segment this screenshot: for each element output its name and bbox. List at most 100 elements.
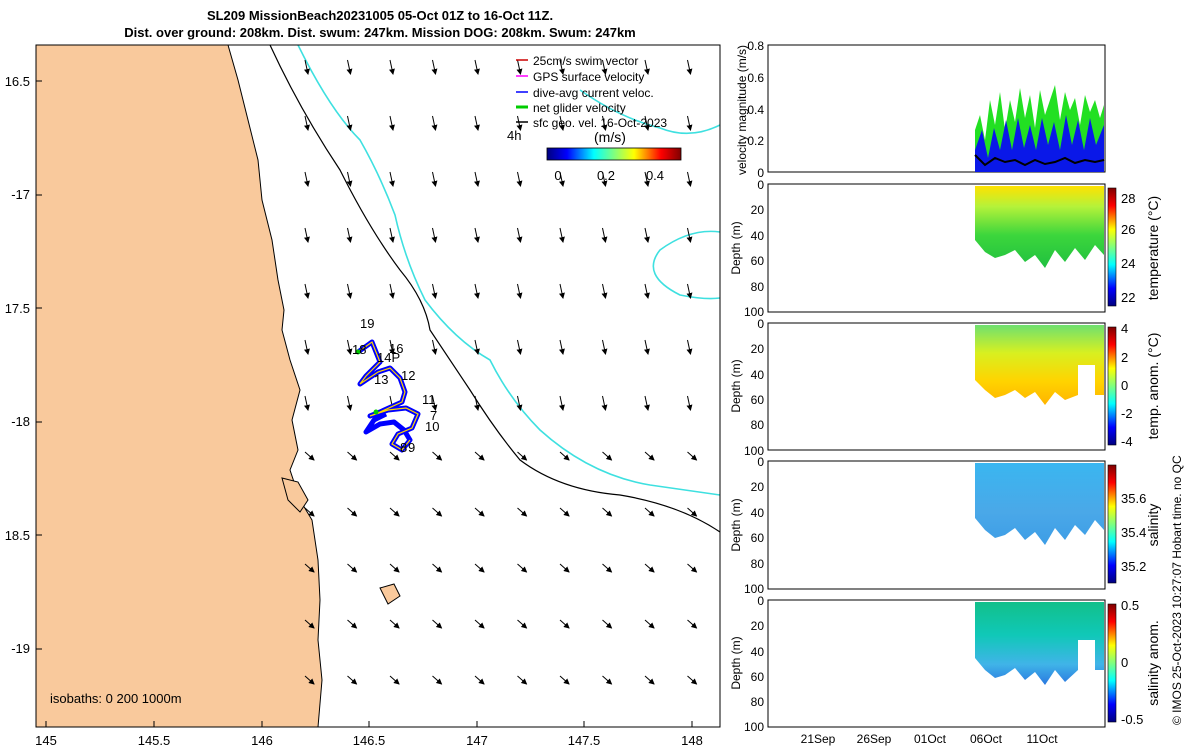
colorbar-tick-2: 0.4 xyxy=(646,168,664,183)
velocity-arrow xyxy=(601,395,608,411)
waypoint-16: 16 xyxy=(389,341,403,356)
velocity-arrow xyxy=(431,283,438,299)
temp-ytick-100: 100 xyxy=(744,305,764,319)
temp-cbtick-24: 24 xyxy=(1121,256,1135,271)
velocity-arrow xyxy=(559,451,570,461)
lon-tick-3: 146 xyxy=(251,733,273,748)
legend-sfc-geo: sfc geo. vel. 16-Oct-2023 xyxy=(533,116,667,130)
velocity-arrow xyxy=(432,563,443,573)
sanom-colorbar xyxy=(1107,603,1117,723)
velocity-arrow xyxy=(432,619,443,629)
velocity-arrow xyxy=(602,563,613,573)
velocity-arrow xyxy=(644,675,655,685)
vel-ytick-0.6: 0.6 xyxy=(747,71,764,85)
sanom-ytick-80: 80 xyxy=(751,695,765,709)
velocity-arrow xyxy=(346,283,353,299)
isobaths-label: isobaths: 0 200 1000m xyxy=(50,691,182,706)
waypoint-9: 9 xyxy=(408,440,415,455)
velocity-arrow xyxy=(304,563,315,573)
velocity-arrow xyxy=(346,227,353,243)
land-coastline xyxy=(36,45,323,727)
velocity-arrow xyxy=(516,59,523,75)
velocity-arrow xyxy=(602,451,613,461)
salinity-section xyxy=(975,463,1104,545)
lon-tick-5: 147 xyxy=(466,733,488,748)
velocity-arrow xyxy=(304,59,310,75)
temp-ylabel: Depth (m) xyxy=(729,221,743,274)
velocity-arrow xyxy=(389,563,400,573)
velocity-arrow xyxy=(474,283,480,299)
sanom-cbtick-0: 0 xyxy=(1121,655,1128,670)
velocity-arrow xyxy=(304,339,310,355)
velocity-arrow xyxy=(516,395,523,411)
velocity-arrow xyxy=(516,283,523,299)
velocity-arrow xyxy=(389,115,395,131)
velocity-arrow xyxy=(474,339,480,355)
velocity-arrow xyxy=(431,115,438,131)
sal-ytick-60: 60 xyxy=(751,531,765,545)
velocity-arrow xyxy=(516,227,523,243)
velocity-arrow xyxy=(644,59,650,75)
sal-cbtick-35.4: 35.4 xyxy=(1121,525,1146,540)
xtick-26sep: 26Sep xyxy=(857,732,892,746)
lat-tick-4: -18 xyxy=(11,414,30,429)
tanom-cbtick-m4: -4 xyxy=(1121,434,1133,449)
velocity-arrow xyxy=(559,619,570,629)
vel-ytick-0.4: 0.4 xyxy=(747,103,764,117)
velocity-arrow xyxy=(516,115,523,131)
velocity-arrow xyxy=(687,451,698,461)
velocity-arrow xyxy=(686,171,693,187)
velocity-arrow xyxy=(346,171,353,187)
waypoint-13: 13 xyxy=(374,372,388,387)
surface-velocity-arrows xyxy=(304,59,698,685)
sal-colorbar xyxy=(1107,464,1117,584)
velocity-arrow xyxy=(601,283,608,299)
velocity-arrow xyxy=(602,675,613,685)
velocity-arrow xyxy=(517,619,528,629)
velocity-panel: 0.8 0.6 0.4 0.2 0 velocity magnitude (m/… xyxy=(735,39,1106,180)
isobath-200 xyxy=(297,45,720,496)
waypoint-10: 10 xyxy=(425,419,439,434)
map-legend: 25cm/s swim vector GPS surface velocity … xyxy=(516,54,667,130)
tanom-ytick-0: 0 xyxy=(757,317,764,331)
velocity-arrow xyxy=(686,227,693,243)
velocity-arrow xyxy=(432,507,443,517)
temp-cbtick-28: 28 xyxy=(1121,191,1135,206)
velocity-arrow xyxy=(432,675,443,685)
sanom-cb-label: salinity anom. xyxy=(1145,620,1161,706)
velocity-arrow xyxy=(644,507,655,517)
velocity-arrow xyxy=(559,171,565,187)
time-axis: 21Sep 26Sep 01Oct 06Oct 11Oct xyxy=(801,732,1059,746)
velocity-arrow xyxy=(474,451,485,461)
lat-tick-5: 18.5 xyxy=(5,528,30,543)
tanom-cbtick-4: 4 xyxy=(1121,321,1128,336)
title-line-2: Dist. over ground: 208km. Dist. swum: 24… xyxy=(124,25,636,40)
velocity-arrow xyxy=(686,59,693,75)
sal-ytick-20: 20 xyxy=(751,480,765,494)
temp-ytick-0: 0 xyxy=(757,178,764,192)
velocity-arrow xyxy=(474,227,480,243)
velocity-arrow xyxy=(601,171,608,187)
xtick-01oct: 01Oct xyxy=(914,732,947,746)
velocity-arrow xyxy=(389,507,400,517)
velocity-arrow xyxy=(431,59,438,75)
sal-cbtick-35.6: 35.6 xyxy=(1121,491,1146,506)
legend-gps-surface: GPS surface velocity xyxy=(533,70,644,84)
isobath-200-east xyxy=(579,89,720,135)
time-scale-label: 4h xyxy=(507,128,521,143)
xtick-11oct: 11Oct xyxy=(1026,732,1058,746)
velocity-arrow xyxy=(474,675,485,685)
legend-net-glider: net glider velocity xyxy=(533,101,626,115)
velocity-arrow xyxy=(516,171,523,187)
palm-islands xyxy=(379,583,401,605)
velocity-arrow xyxy=(644,395,650,411)
velocity-arrow xyxy=(346,395,353,411)
velocity-arrow xyxy=(304,507,315,517)
sanom-cbtick-m0.5: -0.5 xyxy=(1121,712,1143,727)
tanom-ytick-100: 100 xyxy=(744,444,764,458)
velocity-arrow xyxy=(347,675,358,685)
hinchinbrook-island xyxy=(281,477,309,513)
vel-ytick-0.8: 0.8 xyxy=(747,39,764,53)
velocity-arrow xyxy=(346,115,353,131)
velocity-arrow xyxy=(474,115,480,131)
